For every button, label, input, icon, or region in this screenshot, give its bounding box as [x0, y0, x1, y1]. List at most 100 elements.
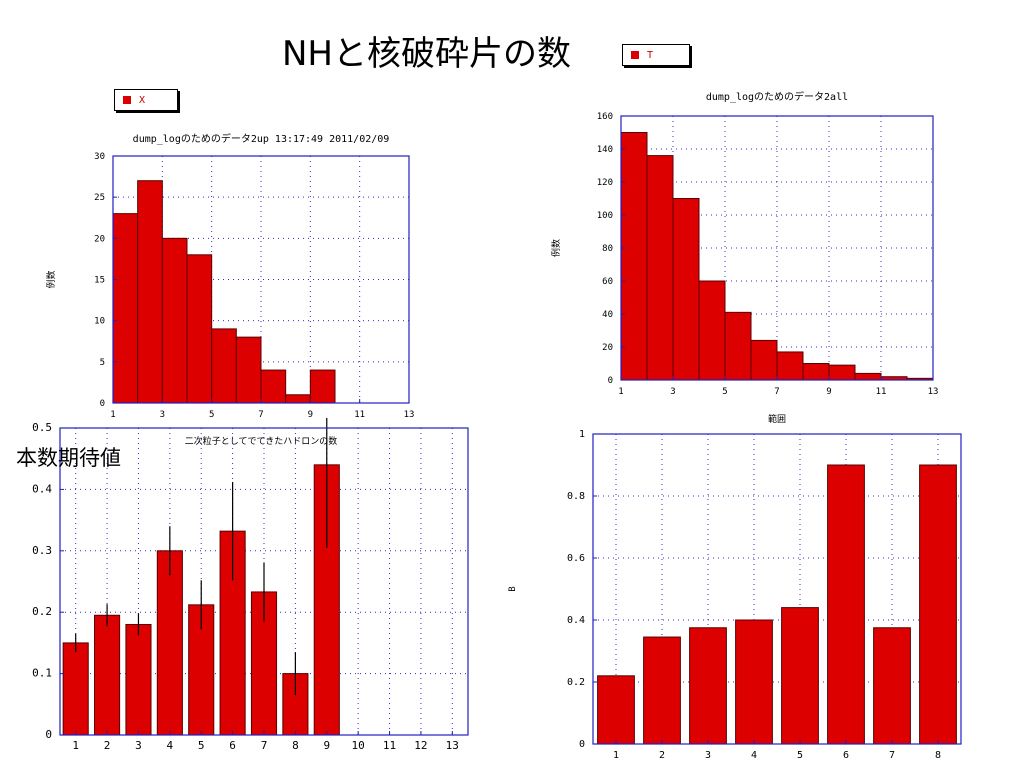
y-tick-label: 120 [597, 178, 613, 188]
x-tick-label: 7 [258, 410, 263, 420]
x-tick-label: 3 [160, 410, 165, 420]
chart-range-histogram: dump_logのためのデータ2all 0 20 40 60 80 100 120 140 160… [550, 90, 938, 425]
y-tick-label: 15 [94, 276, 105, 286]
y-tick-label: 20 [602, 343, 613, 353]
y-tick-label: 140 [597, 145, 613, 155]
x-tick-label: 4 [167, 739, 174, 752]
y-tick-label: 0 [608, 376, 613, 386]
x-tick-label: 9 [308, 410, 313, 420]
chart-b-values: 0 0.2 0.4 0.6 0.8 1 1 2 3 4 5 6 7 8 B [508, 429, 962, 761]
x-tick-label: 11 [383, 739, 396, 752]
bar [873, 627, 911, 745]
x-tick-label: 11 [876, 387, 887, 397]
chart-title: dump_logのためのデータ2all [706, 90, 848, 103]
x-tick-label: 5 [209, 410, 214, 420]
bar [854, 372, 882, 381]
x-tick-label: 13 [446, 739, 459, 752]
x-tick-label: 1 [618, 387, 623, 397]
bar [802, 363, 830, 381]
x-tick-label: 5 [797, 750, 803, 761]
y-tick-label: 5 [100, 358, 105, 368]
legend-box-top: T [622, 44, 690, 66]
bar [735, 619, 773, 745]
bar [643, 636, 681, 745]
x-tick-label: 7 [261, 739, 268, 752]
y-tick-label: 40 [602, 310, 613, 320]
x-tick-label: 7 [889, 750, 895, 761]
x-tick-label: 1 [613, 750, 619, 761]
bar [211, 328, 237, 404]
x-tick-label: 2 [659, 750, 665, 761]
y-tick-label: 80 [602, 244, 613, 254]
bar [156, 550, 183, 736]
bar [235, 336, 262, 404]
y-tick-label: 0.2 [567, 677, 585, 688]
y-tick-label: 0.4 [567, 615, 585, 626]
legend-swatch [123, 96, 131, 104]
y-tick-label: 0 [45, 728, 52, 741]
slide-title: NHと核破砕片の数 [282, 34, 571, 74]
y-tick-label: 0.3 [32, 544, 52, 557]
bar [689, 627, 727, 745]
bar [62, 642, 89, 736]
bar [646, 155, 674, 381]
x-tick-label: 9 [323, 739, 330, 752]
bar [781, 607, 819, 745]
y-tick-label: 0.6 [567, 553, 585, 564]
y-tick-label: 30 [94, 152, 105, 162]
x-tick-label: 8 [292, 739, 299, 752]
chart-hadron-count-histogram: dump_logのためのデータ2up 13:17:49 2011/02/09 0 5… [45, 132, 415, 447]
y-tick-label: 60 [602, 277, 613, 287]
x-tick-label: 6 [229, 739, 236, 752]
legend-swatch [631, 51, 639, 59]
x-tick-label: 5 [198, 739, 205, 752]
y-axis-label: 例数 [550, 239, 562, 257]
x-tick-label: 6 [843, 750, 849, 761]
y-tick-label: 0.1 [32, 667, 52, 680]
x-tick-label: 7 [774, 387, 779, 397]
x-tick-label: 9 [826, 387, 831, 397]
x-tick-label: 1 [110, 410, 115, 420]
x-tick-label: 8 [935, 750, 941, 761]
x-axis-label: 二次粒子としてでてきたハドロンの数 [185, 435, 337, 447]
bar [828, 364, 856, 381]
chart-expected-values: 00.10.20.30.40.51 2 3 4 5 6 7 8 9 10 11 12 13 [32, 418, 469, 752]
bar [161, 237, 188, 404]
y-tick-label: 0 [100, 399, 105, 409]
bar [698, 280, 726, 381]
bar [137, 180, 163, 404]
x-tick-label: 12 [414, 739, 427, 752]
plot-frame [592, 433, 962, 745]
bar [672, 198, 700, 381]
x-tick-label: 11 [354, 410, 365, 420]
x-tick-label: 4 [751, 750, 757, 761]
y-tick-label: 0 [579, 739, 585, 750]
bar [285, 394, 311, 404]
bar [620, 132, 648, 381]
y-tick-label: 100 [597, 211, 613, 221]
legend-label: T [647, 49, 654, 61]
x-tick-label: 2 [104, 739, 111, 752]
x-tick-label: 13 [404, 410, 415, 420]
y-axis-label: B [508, 586, 518, 591]
x-tick-label: 10 [352, 739, 365, 752]
legend-box-left: X [114, 89, 178, 111]
bar [827, 464, 865, 745]
y-tick-label: 0.8 [567, 491, 585, 502]
y-tick-label: 10 [94, 317, 105, 327]
bar [260, 369, 287, 404]
y-tick-label: 25 [94, 193, 105, 203]
y-tick-label: 20 [94, 234, 105, 244]
bar [125, 623, 152, 736]
bar [597, 675, 635, 745]
x-tick-label: 1 [72, 739, 79, 752]
x-tick-label: 3 [135, 739, 142, 752]
bar [94, 614, 121, 736]
bar [724, 311, 752, 381]
legend-label: X [139, 94, 146, 106]
bar [309, 369, 336, 404]
y-axis-label: 例数 [45, 270, 57, 288]
side-label: 本数期待値 [16, 446, 121, 470]
x-tick-label: 3 [705, 750, 711, 761]
y-tick-label: 1 [579, 429, 585, 440]
